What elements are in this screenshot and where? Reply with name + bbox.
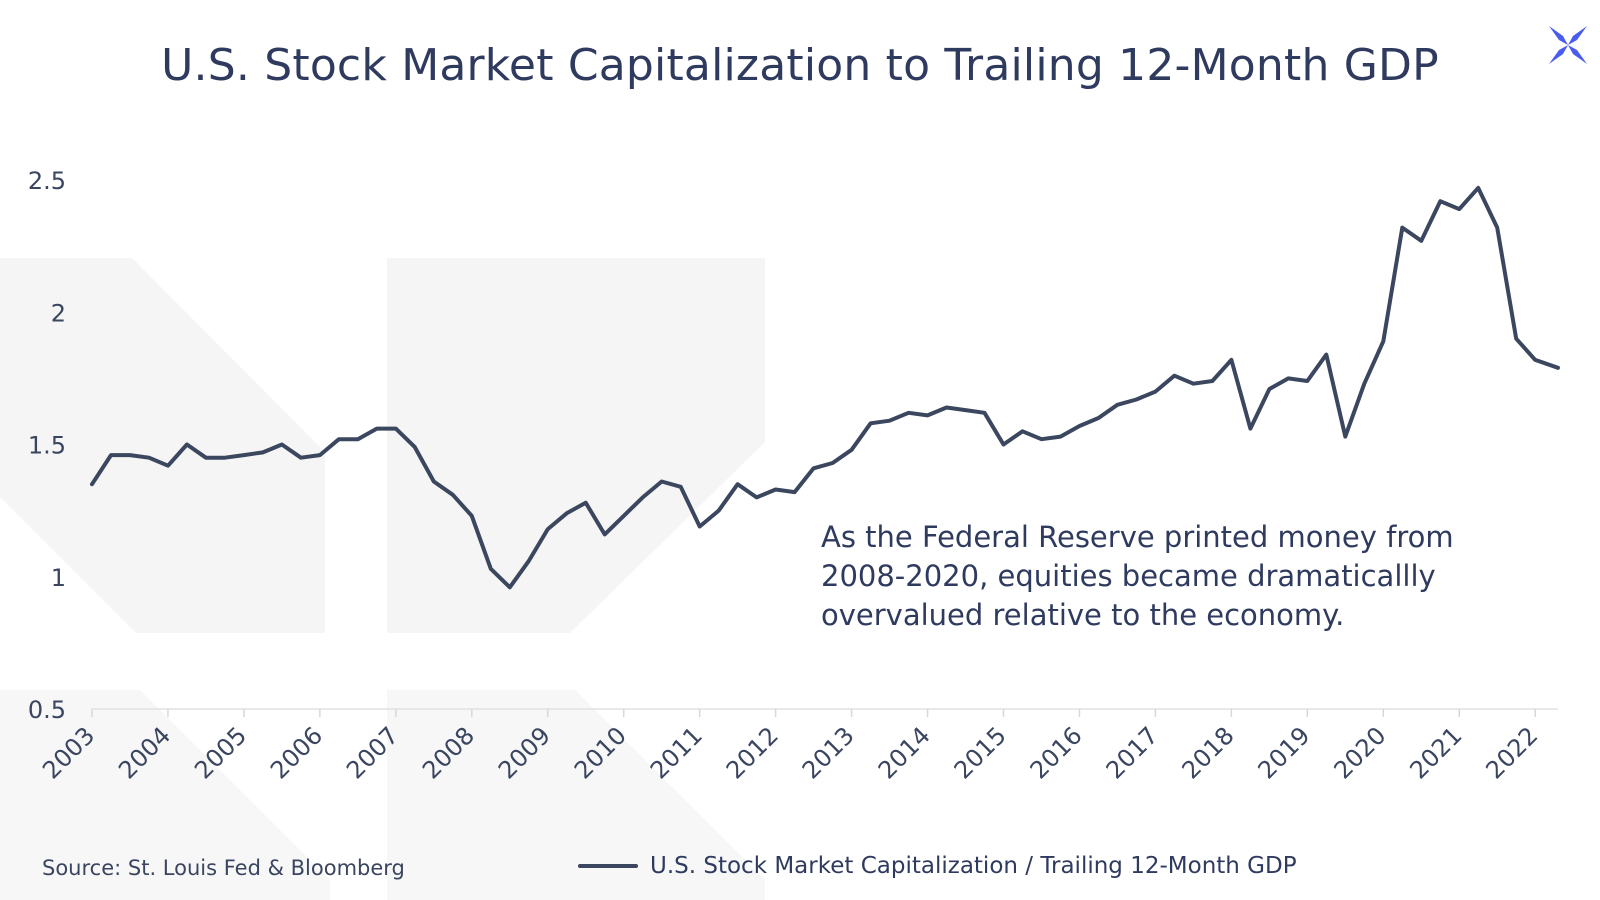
- x-tick-label: 2013: [797, 721, 860, 784]
- x-tick-label: 2003: [37, 721, 100, 784]
- x-tick-label: 2007: [341, 721, 404, 784]
- y-tick-label: 1: [51, 564, 66, 592]
- y-tick-label: 2.5: [28, 167, 66, 195]
- x-tick-label: 2016: [1025, 721, 1088, 784]
- x-axis: 2003 2004 2005 2006 2007 2008 2009 2010 2011 2012…: [37, 709, 1543, 784]
- legend-label: U.S. Stock Market Capitalization / Trail…: [650, 853, 1297, 879]
- x-tick-label: 2010: [569, 721, 632, 784]
- y-tick-label: 1.5: [28, 432, 66, 460]
- x-tick-label: 2005: [189, 721, 252, 784]
- x-tick-label: 2017: [1101, 721, 1164, 784]
- x-tick-label: 2014: [873, 721, 936, 784]
- annotation-line: overvalued relative to the economy.: [821, 598, 1345, 632]
- source-note: Source: St. Louis Fed & Bloomberg: [42, 856, 405, 880]
- x-tick-label: 2006: [265, 721, 328, 784]
- x-logo-icon: [1549, 26, 1587, 64]
- x-tick-label: 2019: [1253, 721, 1316, 784]
- x-tick-label: 2004: [113, 721, 176, 784]
- x-tick-label: 2020: [1329, 721, 1392, 784]
- legend-swatch: [578, 864, 638, 868]
- y-tick-label: 0.5: [28, 696, 66, 724]
- y-tick-label: 2: [51, 299, 66, 327]
- annotation-line: 2008-2020, equities became dramaticallly: [821, 559, 1436, 593]
- x-tick-label: 2015: [949, 721, 1012, 784]
- x-tick-label: 2022: [1480, 721, 1543, 784]
- x-tick-label: 2012: [721, 721, 784, 784]
- x-tick-label: 2018: [1177, 721, 1240, 784]
- x-tick-label: 2021: [1405, 721, 1468, 784]
- x-tick-label: 2011: [645, 721, 708, 784]
- annotation-text: As the Federal Reserve printed money fro…: [821, 518, 1541, 635]
- chart-title: U.S. Stock Market Capitalization to Trai…: [161, 40, 1439, 91]
- x-tick-label: 2008: [417, 721, 480, 784]
- y-axis: 2.5 2 1.5 1 0.5: [28, 167, 66, 724]
- legend: U.S. Stock Market Capitalization / Trail…: [578, 853, 1297, 879]
- annotation-line: As the Federal Reserve printed money fro…: [821, 520, 1454, 554]
- x-tick-label: 2009: [493, 721, 556, 784]
- series-line-market-cap-to-gdp: [90, 185, 1560, 590]
